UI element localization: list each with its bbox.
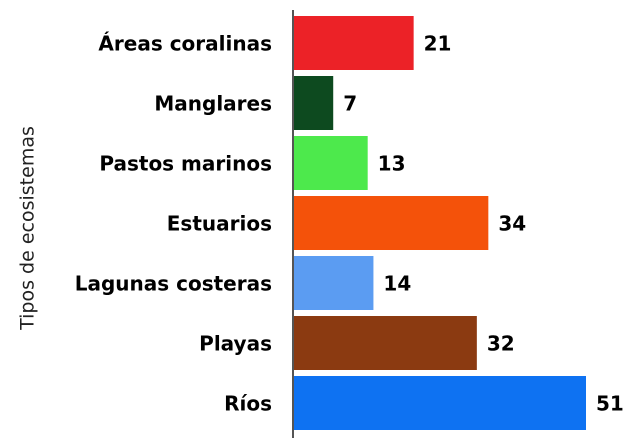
value-label: 13 xyxy=(378,152,406,176)
y-axis-label: Tipos de ecosistemas xyxy=(17,126,39,331)
bar xyxy=(293,376,586,430)
value-label: 34 xyxy=(498,212,526,236)
bar xyxy=(293,16,414,70)
value-label: 7 xyxy=(343,92,357,116)
bar xyxy=(293,316,477,370)
category-label: Ríos xyxy=(224,392,272,416)
category-label: Pastos marinos xyxy=(99,152,272,176)
value-label: 51 xyxy=(596,392,624,416)
value-label: 14 xyxy=(383,272,411,296)
category-label: Lagunas costeras xyxy=(75,272,272,296)
bar xyxy=(293,196,489,250)
category-label: Estuarios xyxy=(167,212,272,236)
category-label: Manglares xyxy=(154,92,272,116)
value-label: 21 xyxy=(424,32,452,56)
bar xyxy=(293,256,374,310)
category-label: Playas xyxy=(199,332,272,356)
value-label: 32 xyxy=(487,332,515,356)
bar xyxy=(293,136,368,190)
category-label: Áreas coralinas xyxy=(98,32,272,56)
bar xyxy=(293,76,334,130)
